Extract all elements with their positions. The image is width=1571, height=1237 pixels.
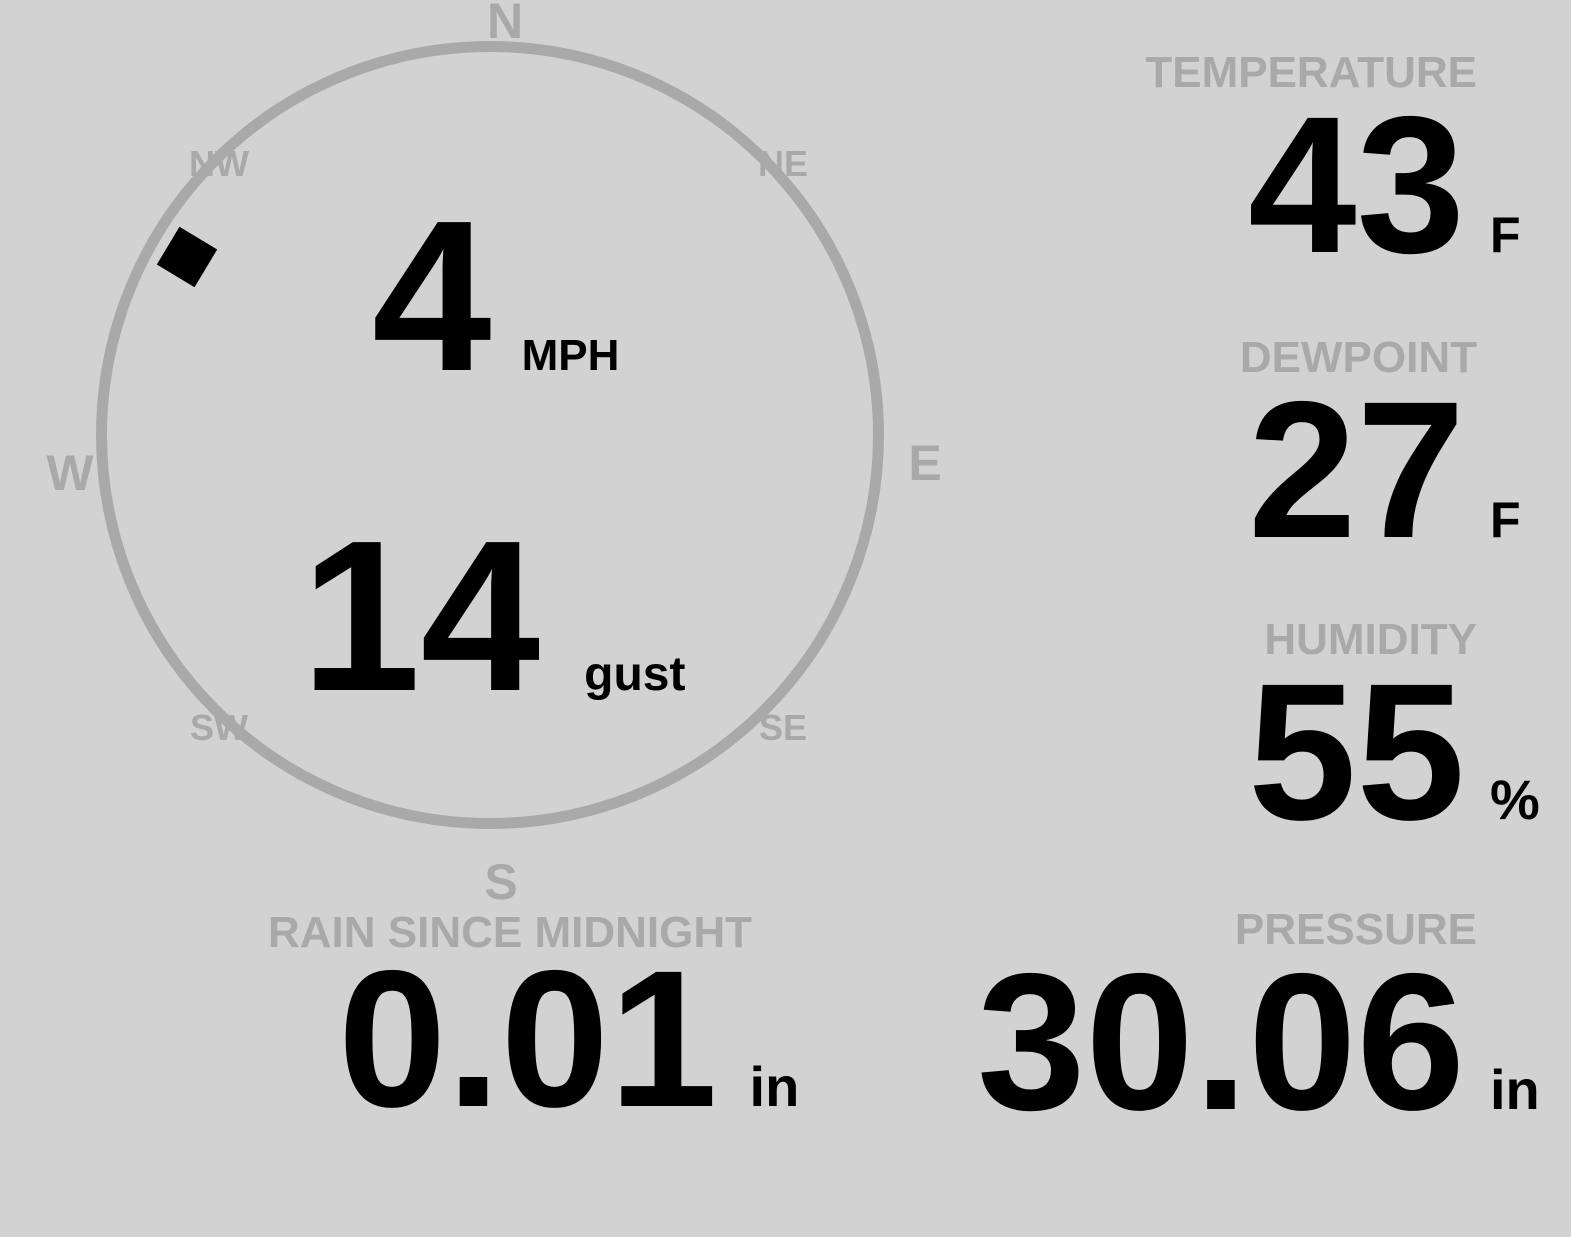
- compass-intercardinal-ne: NE: [757, 143, 809, 184]
- compass-cardinal-north: N: [486, 0, 524, 49]
- temperature-tile[interactable]: TEMPERATURE 43 F: [1145, 51, 1545, 283]
- dewpoint-tile[interactable]: DEWPOINT 27 F: [1240, 336, 1545, 568]
- compass-intercardinal-sw: SW: [190, 707, 248, 748]
- dewpoint-unit: F: [1490, 492, 1521, 548]
- temperature-value: 43: [1248, 76, 1465, 294]
- rain-tile[interactable]: RAIN SINCE MIDNIGHT 0.01 in: [0, 900, 900, 1140]
- wind-speed-unit: MPH: [521, 331, 620, 380]
- compass-intercardinal-se: SE: [758, 707, 808, 748]
- rain-value: 0.01: [338, 930, 718, 1148]
- compass-ring: [96, 41, 884, 829]
- temperature-unit: F: [1490, 207, 1521, 263]
- wind-gust-value: 14: [301, 495, 541, 736]
- compass-cardinal-south: S: [484, 854, 518, 910]
- pressure-unit: in: [1490, 1058, 1540, 1121]
- wind-gust: 14 gust: [301, 508, 685, 723]
- pressure-value: 30.06: [977, 933, 1465, 1151]
- wind-compass-tile[interactable]: N E S W NW NE SE SW 4 MPH 14 gust: [0, 0, 960, 910]
- humidity-tile[interactable]: HUMIDITY 55 %: [1248, 618, 1545, 850]
- compass-intercardinal-nw: NW: [189, 143, 249, 184]
- rain-unit: in: [749, 1055, 800, 1118]
- humidity-label: HUMIDITY: [1264, 615, 1477, 664]
- compass-cardinal-east: E: [908, 435, 942, 491]
- pressure-tile[interactable]: PRESSURE 30.06 in: [977, 908, 1545, 1140]
- humidity-unit: %: [1490, 768, 1540, 831]
- rain-label: RAIN SINCE MIDNIGHT: [268, 908, 752, 957]
- wind-speed: 4 MPH: [372, 188, 619, 403]
- pressure-label: PRESSURE: [1234, 905, 1477, 954]
- temperature-label: TEMPERATURE: [1145, 48, 1477, 97]
- humidity-value: 55: [1248, 643, 1465, 861]
- wind-speed-value: 4: [372, 175, 492, 416]
- dewpoint-label: DEWPOINT: [1239, 333, 1477, 382]
- wind-gust-unit: gust: [584, 648, 686, 701]
- compass-cardinal-west: W: [46, 445, 94, 501]
- dewpoint-value: 27: [1248, 361, 1465, 579]
